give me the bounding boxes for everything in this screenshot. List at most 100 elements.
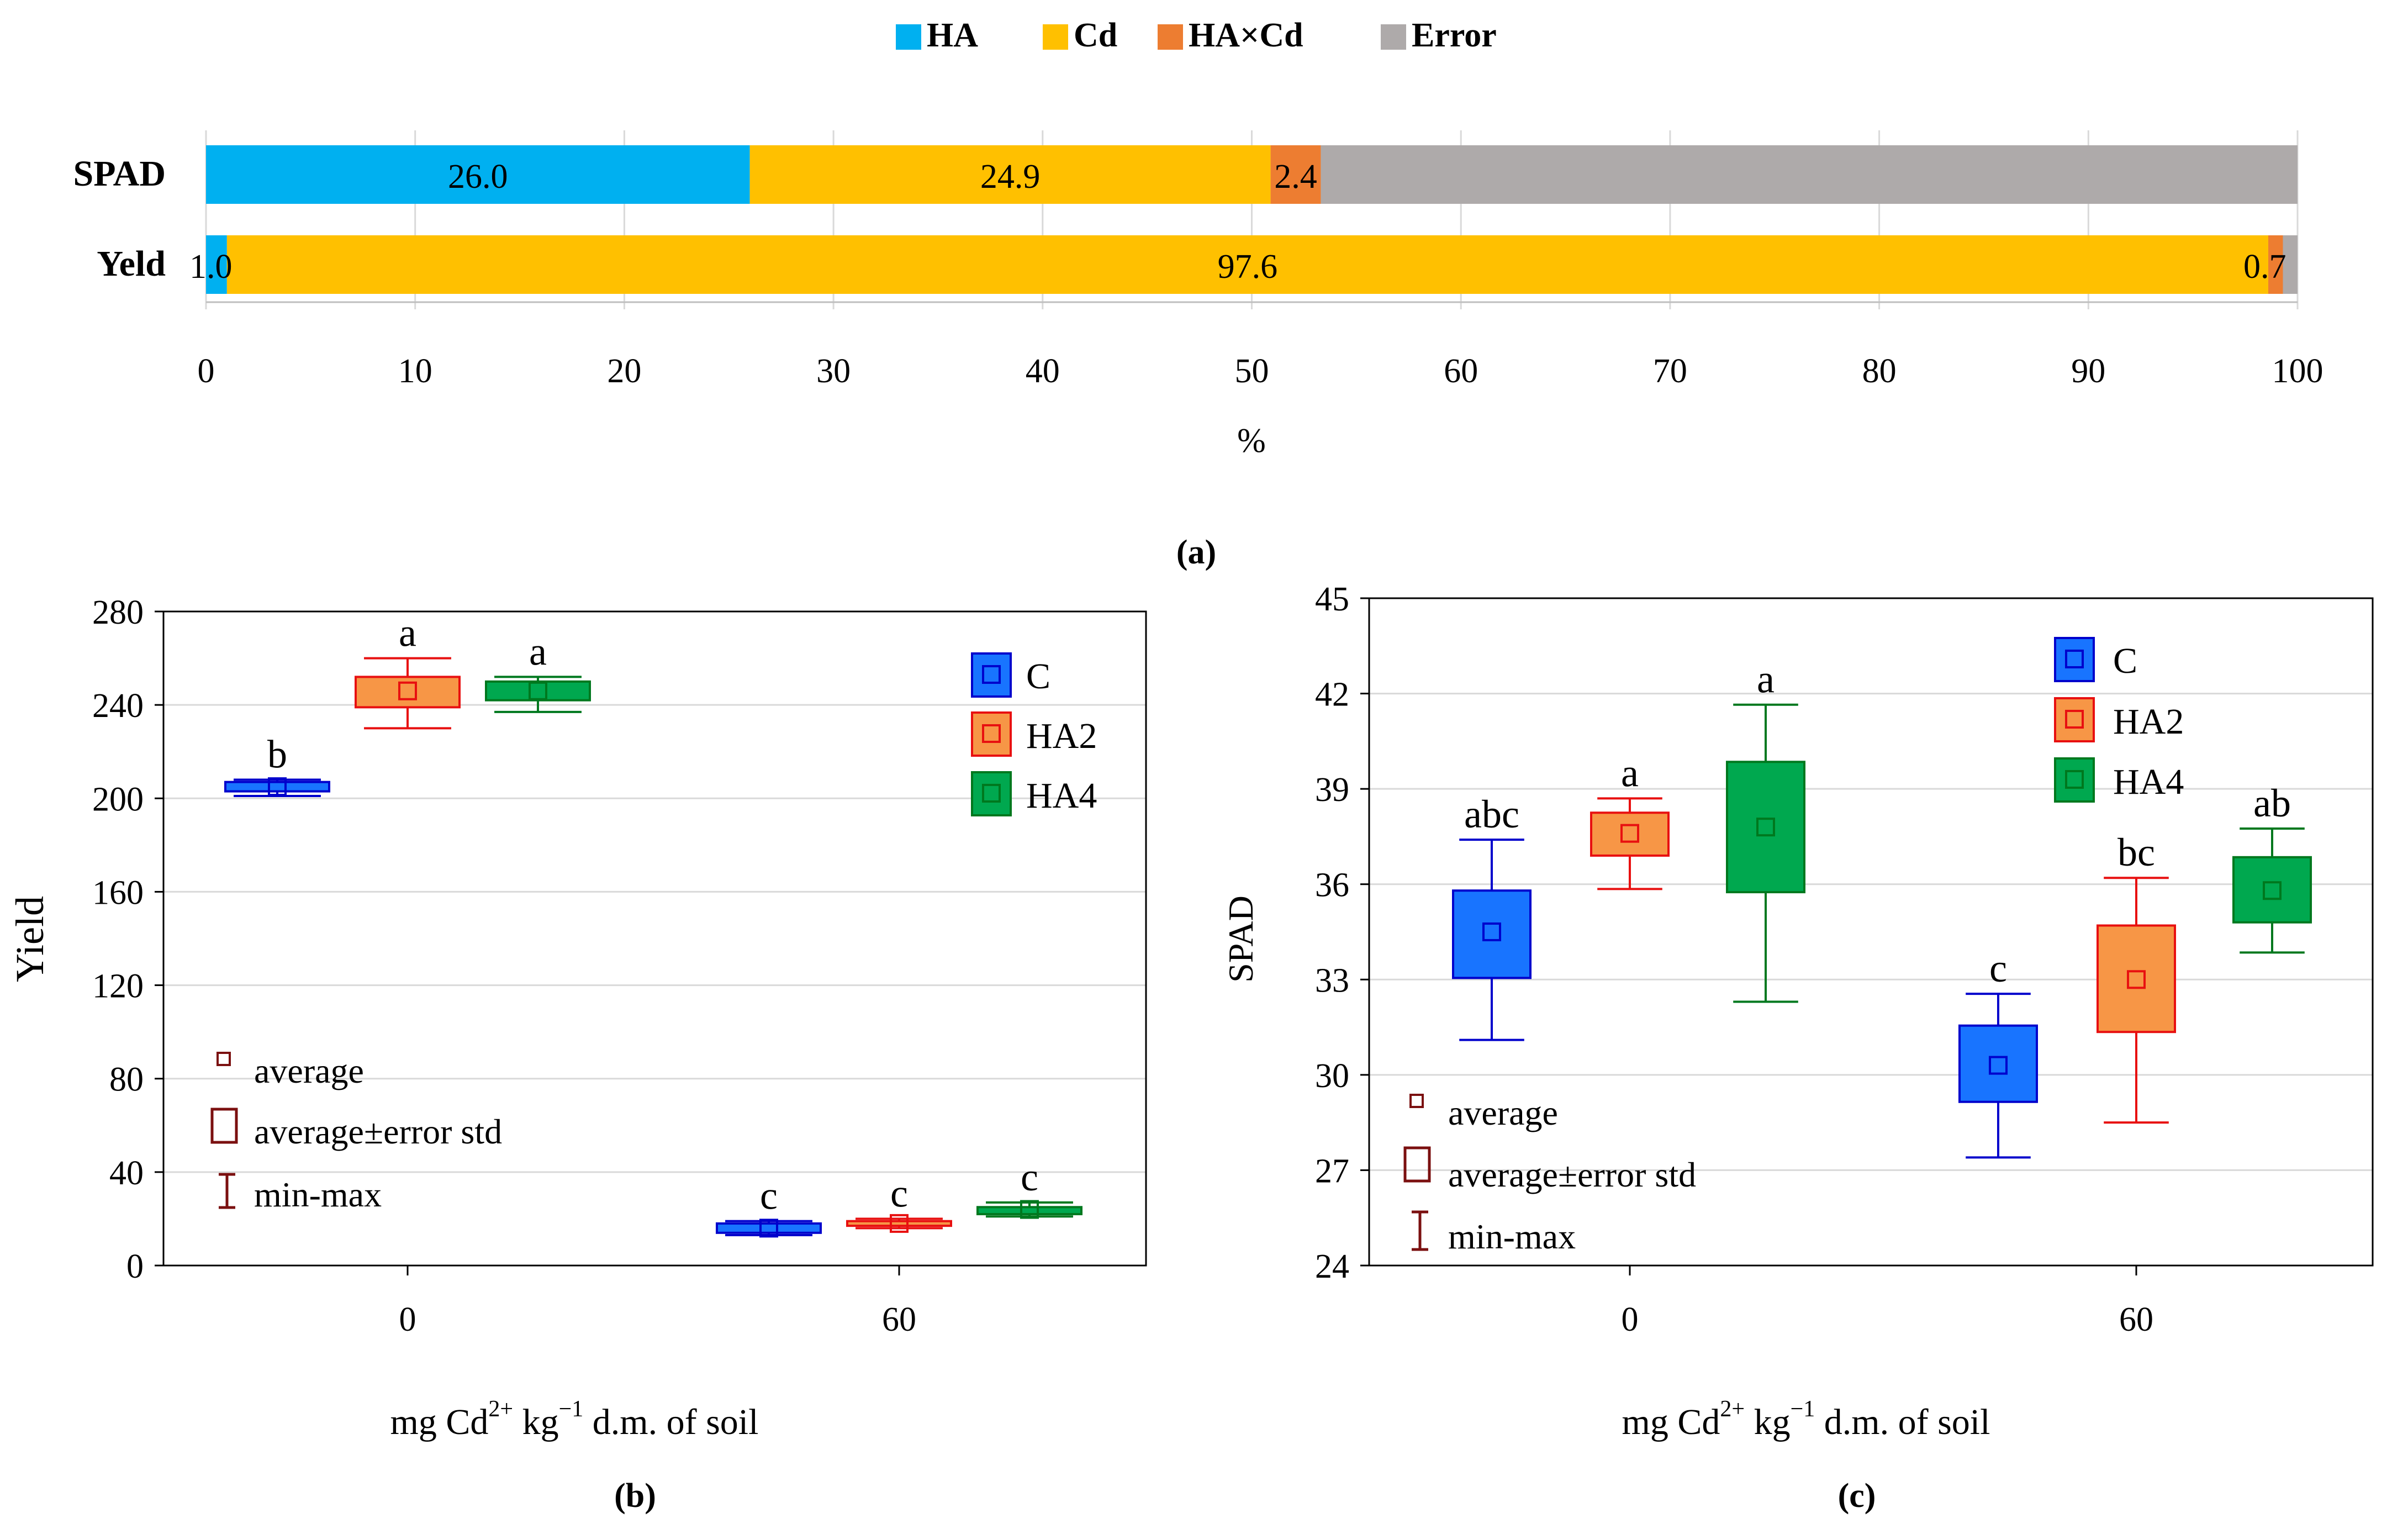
panel-c-label: (c) [1838, 1477, 1876, 1515]
stats-legend-error: average±error std [254, 1112, 502, 1151]
x-tick-label: 50 [1235, 352, 1269, 390]
stats-legend-box-marker [1403, 1146, 1431, 1183]
legend-box-c [971, 652, 1012, 698]
panel-c-x-axis-label: mg Cd2+ kg−1 d.m. of soil [1622, 1396, 1990, 1442]
panel-a-legend: HA Cd HA×Cd Error [896, 17, 1497, 54]
x-label-part: kg [1745, 1402, 1791, 1442]
mean-marker-c-0 [268, 777, 287, 797]
x-tick-label: 20 [607, 352, 641, 390]
panel-a-x-axis-label: % [1237, 422, 1266, 460]
y-tick-label: 200 [92, 781, 144, 818]
panel-c-y-tick-labels: 24 27 30 33 36 39 42 45 [1315, 581, 1369, 1285]
y-tick-label: 36 [1315, 867, 1349, 904]
panel-b-boxes [224, 657, 1082, 1238]
panel-c-plot-frame [1368, 597, 2374, 1267]
box-ha4-0 [485, 680, 591, 702]
x-tick-label: 30 [816, 352, 851, 390]
legend-label-ha: HA [927, 17, 978, 54]
x-tick-label: 100 [2272, 352, 2323, 390]
bar-spad-ha [206, 145, 750, 204]
legend-swatch-ha [896, 24, 921, 50]
stats-legend-average-marker [1409, 1094, 1424, 1108]
box-c-0 [224, 781, 330, 793]
panel-b: 0 40 80 120 160 200 240 280 0 60 b a a c c c Yield mg… [8, 594, 1147, 1515]
box-ha2-0 [1590, 811, 1670, 857]
significance-letter-ha4-60: c [1021, 1155, 1038, 1199]
panel-a: HA Cd HA×Cd Error 26.0 24.9 2.41.0 97.6 0.7 … [73, 17, 2323, 571]
significance-letter-ha2-60: bc [2117, 830, 2155, 874]
bar-label-spad-haxcd: 2.4 [1274, 158, 1317, 196]
legend-label-ha4: HA4 [2113, 762, 2184, 802]
panel-c-significance-letters: abc a a c bc ab [1464, 657, 2291, 990]
y-tick-label: 30 [1315, 1057, 1349, 1095]
box-ha2-60 [2097, 924, 2176, 1034]
y-tick-label: 280 [92, 594, 144, 631]
box-c-60 [1958, 1024, 2038, 1103]
stats-legend-minmax: min-max [254, 1175, 382, 1214]
y-tick-label: 24 [1315, 1248, 1349, 1285]
bar-spad-error [1321, 145, 2298, 204]
mean-marker-ha4-60 [2263, 881, 2282, 900]
stats-legend-average-marker [216, 1052, 231, 1066]
legend-swatch-error [1381, 24, 1406, 50]
legend-label-ha2: HA2 [1026, 716, 1097, 756]
panel-a-category-labels: SPAD Yeld [73, 154, 166, 284]
bar-label-yeld-haxcd: 0.7 [2243, 248, 2286, 286]
significance-letter-c-60: c [760, 1174, 778, 1218]
x-tick-label: 10 [398, 352, 432, 390]
mean-marker-ha2-0 [398, 681, 417, 700]
x-label-superscript: 2+ [488, 1396, 513, 1422]
panel-c-y-axis-label: SPAD [1221, 895, 1260, 983]
bar-label-yeld-ha: 1.0 [189, 248, 233, 286]
box-ha2-0 [355, 676, 461, 709]
y-tick-label: 45 [1315, 581, 1349, 618]
mean-marker-ha2-60 [2127, 970, 2146, 989]
mean-marker-c-0 [1482, 922, 1501, 941]
y-tick-label: 33 [1315, 962, 1349, 999]
stats-legend-minmax: min-max [1448, 1217, 1576, 1256]
panel-a-bar-value-labels: 26.0 24.9 2.4 1.0 97.6 0.7 [189, 158, 2286, 286]
legend-label-error: Error [1412, 17, 1497, 54]
panel-b-x-axis-label: mg Cd2+ kg−1 d.m. of soil [390, 1396, 759, 1442]
x-label-superscript: −1 [1791, 1396, 1815, 1422]
panel-b-series-legend: C HA2 HA4 [971, 652, 1097, 816]
legend-label-ha2: HA2 [2113, 702, 2184, 742]
x-tick-label: 0 [198, 352, 215, 390]
panel-b-y-axis-label: Yield [8, 896, 52, 982]
panel-c-stats-legend: average average±error std min-max [1403, 1093, 1696, 1256]
significance-letter-ha2-0: a [399, 611, 416, 655]
legend-label-haxcd: HA×Cd [1189, 17, 1303, 54]
mean-marker-ha4-0 [1756, 818, 1775, 837]
bar-yeld-cd [226, 235, 2268, 294]
panel-c-x-tick-labels: 0 60 [1622, 1266, 2153, 1338]
legend-box-ha2-mean [982, 724, 1001, 743]
legend-box-ha4 [971, 771, 1012, 816]
legend-box-ha2 [2054, 697, 2095, 742]
x-label-part: mg Cd [390, 1402, 489, 1442]
x-label-part: kg [513, 1402, 559, 1442]
panel-a-label: (a) [1176, 534, 1216, 571]
category-label-yeld: Yeld [97, 244, 166, 284]
significance-letter-ha4-60: ab [2253, 781, 2291, 825]
x-tick-label: 80 [1862, 352, 1897, 390]
bar-yeld-ha-cd [2268, 235, 2283, 294]
panel-b-plot-frame [162, 610, 1147, 1267]
stats-legend-minmax-marker [1412, 1210, 1428, 1251]
significance-letter-c-60: c [1989, 946, 2007, 990]
panel-a-bars [206, 145, 2298, 294]
x-label-part: d.m. of soil [1815, 1402, 1990, 1442]
stats-legend-minmax-marker [219, 1173, 235, 1209]
panel-b-significance-letters: b a a c c c [267, 611, 1038, 1218]
x-label-superscript: −1 [559, 1396, 584, 1422]
x-tick-label: 90 [2071, 352, 2105, 390]
x-tick-label: 40 [1026, 352, 1060, 390]
mean-marker-ha2-60 [890, 1214, 909, 1233]
mean-marker-ha2-0 [1620, 824, 1639, 843]
stats-legend-average: average [1448, 1093, 1558, 1132]
significance-letter-ha2-60: c [890, 1171, 908, 1215]
box-ha4-60 [976, 1206, 1082, 1215]
mean-marker-ha4-60 [1020, 1200, 1039, 1219]
legend-swatch-haxcd [1158, 24, 1183, 50]
significance-letter-c-0: b [267, 732, 287, 776]
